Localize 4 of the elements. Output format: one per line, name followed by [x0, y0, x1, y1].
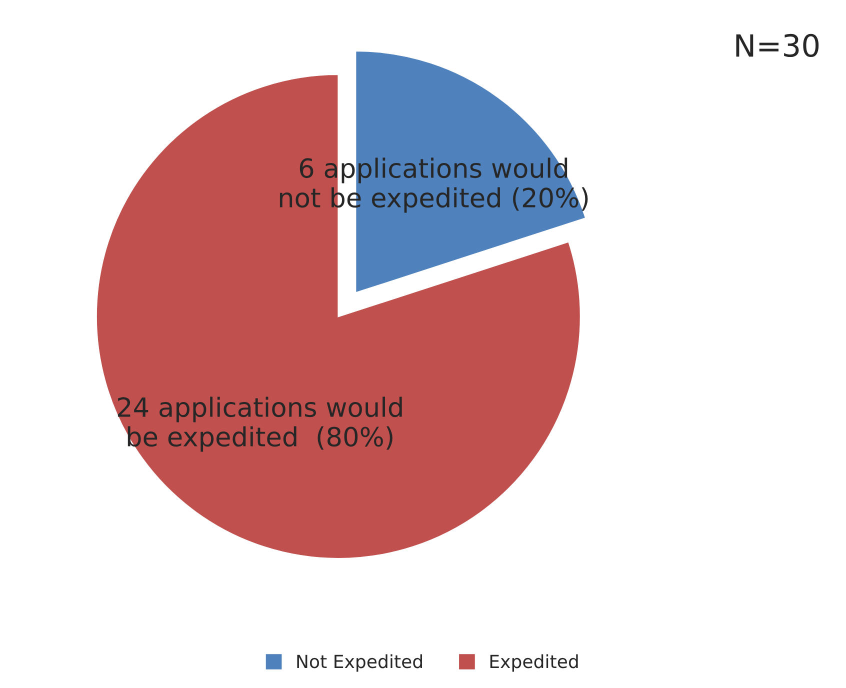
legend-label: Not Expedited: [297, 654, 422, 672]
data-label: 24 applications would be expedited (80%): [118, 396, 402, 452]
text: N=30: [736, 34, 819, 58]
legend-label: Expedited: [490, 654, 578, 672]
